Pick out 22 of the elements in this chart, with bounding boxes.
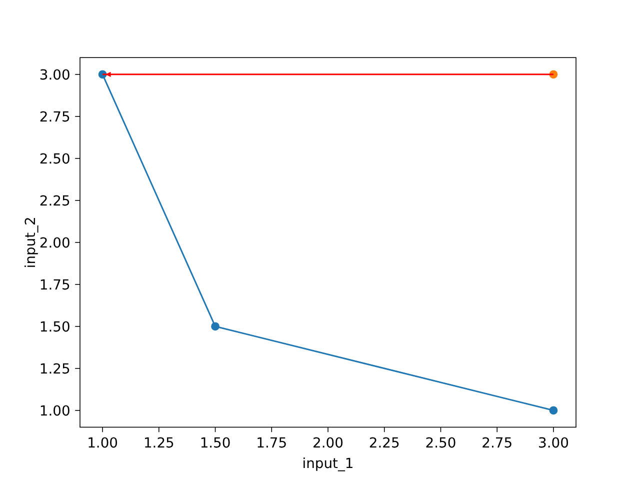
y-tick-label: 3.00 (39, 67, 70, 84)
y-tick-label: 1.50 (39, 319, 70, 336)
x-tick-label: 3.00 (538, 435, 569, 452)
x-tick-label: 1.50 (200, 435, 231, 452)
x-tick-label: 2.00 (312, 435, 344, 452)
x-tick-label: 2.25 (368, 435, 400, 452)
y-tick-label: 1.25 (39, 361, 70, 378)
y-axis-title: input_2 (23, 216, 39, 268)
y-tick-label: 2.00 (39, 235, 70, 252)
x-tick-label: 1.25 (143, 435, 174, 452)
y-tick-label: 1.75 (39, 277, 70, 294)
y-tick-label: 2.75 (39, 109, 70, 126)
y-tick-label: 1.00 (39, 403, 70, 420)
x-tick-label: 2.75 (482, 435, 513, 452)
point (549, 406, 558, 415)
y-tick-label: 2.25 (39, 193, 70, 210)
x-tick-label: 1.75 (256, 435, 288, 452)
x-tick-label: 1.00 (87, 435, 118, 452)
x-axis-title: input_1 (302, 456, 354, 472)
x-tick-label: 2.50 (425, 435, 456, 452)
y-tick-label: 2.50 (39, 151, 70, 168)
point (211, 322, 220, 331)
